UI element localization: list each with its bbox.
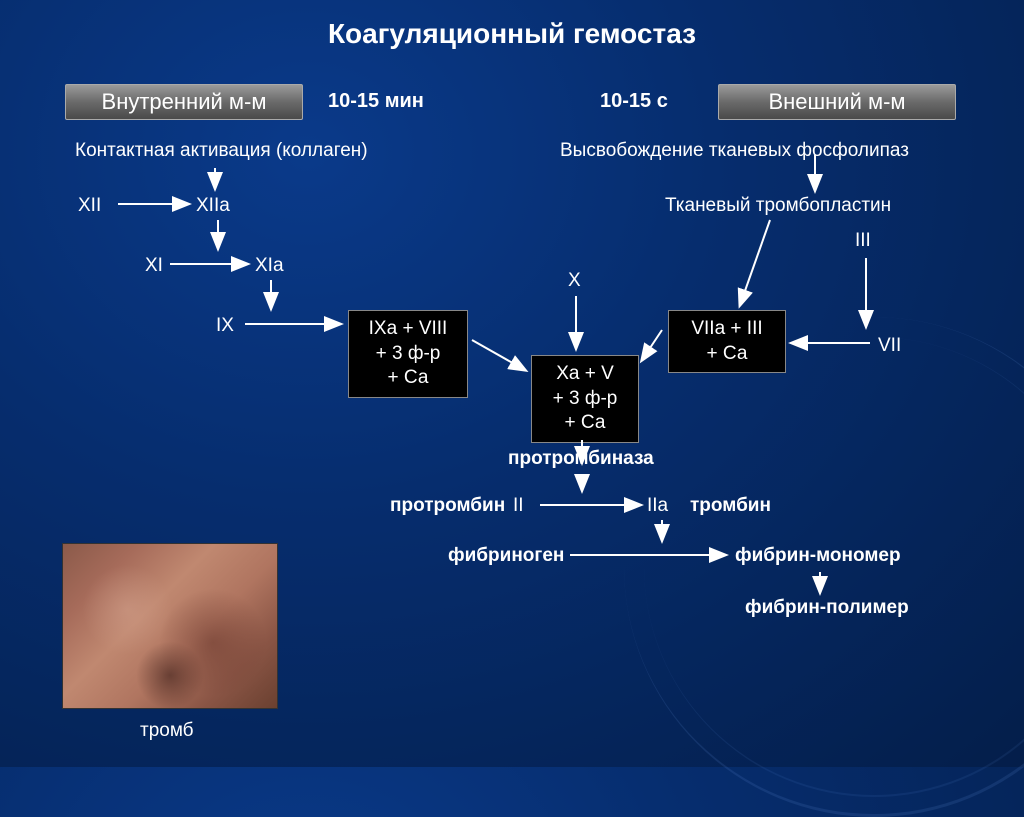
- header-intrinsic: Внутренний м-м: [65, 84, 303, 120]
- slide-title: Коагуляционный гемостаз: [0, 0, 1024, 50]
- label-fibrin-monomer: фибрин-мономер: [735, 545, 901, 567]
- label-tissue-thromboplastin: Тканевый тромбопластин: [665, 195, 891, 217]
- box-viia-text: VIIа + III + Са: [691, 318, 762, 364]
- box-ixa-complex: IXа + VIII + 3 ф-р + Са: [348, 310, 468, 398]
- label-fibrinogen: фибриноген: [448, 545, 564, 567]
- label-x: X: [568, 270, 581, 292]
- label-xii: XII: [78, 195, 101, 217]
- header-intrinsic-label: Внутренний м-м: [102, 89, 267, 114]
- label-ix: IX: [216, 315, 234, 337]
- timing-extrinsic: 10-15 с: [600, 90, 668, 113]
- label-iii: III: [855, 230, 871, 252]
- timing-intrinsic: 10-15 мин: [328, 90, 424, 113]
- label-thrombus: тромб: [140, 720, 194, 742]
- box-xa-text: Xа + V + 3 ф-р + Са: [553, 363, 618, 433]
- thrombus-image: [62, 543, 278, 709]
- label-iia: IIа: [647, 495, 668, 517]
- label-vii: VII: [878, 335, 901, 357]
- box-ixa-text: IXа + VIII + 3 ф-р + Са: [369, 318, 448, 388]
- label-contact-activation: Контактная активация (коллаген): [75, 140, 368, 162]
- box-viia-complex: VIIа + III + Са: [668, 310, 786, 373]
- label-thrombin: тромбин: [690, 495, 771, 517]
- label-ii: II: [513, 495, 524, 517]
- label-xi: XI: [145, 255, 163, 277]
- label-fibrin-polymer: фибрин-полимер: [745, 597, 909, 619]
- label-prothrombin: протромбин: [390, 495, 505, 517]
- label-prothrombinase: протромбиназа: [508, 448, 654, 470]
- header-extrinsic-label: Внешний м-м: [768, 89, 905, 114]
- label-xiia: XIIа: [196, 195, 230, 217]
- label-phospholipase-release: Высвобождение тканевых фосфолипаз: [560, 140, 909, 162]
- header-extrinsic: Внешний м-м: [718, 84, 956, 120]
- label-xia: XIа: [255, 255, 284, 277]
- box-xa-complex: Xа + V + 3 ф-р + Са: [531, 355, 639, 443]
